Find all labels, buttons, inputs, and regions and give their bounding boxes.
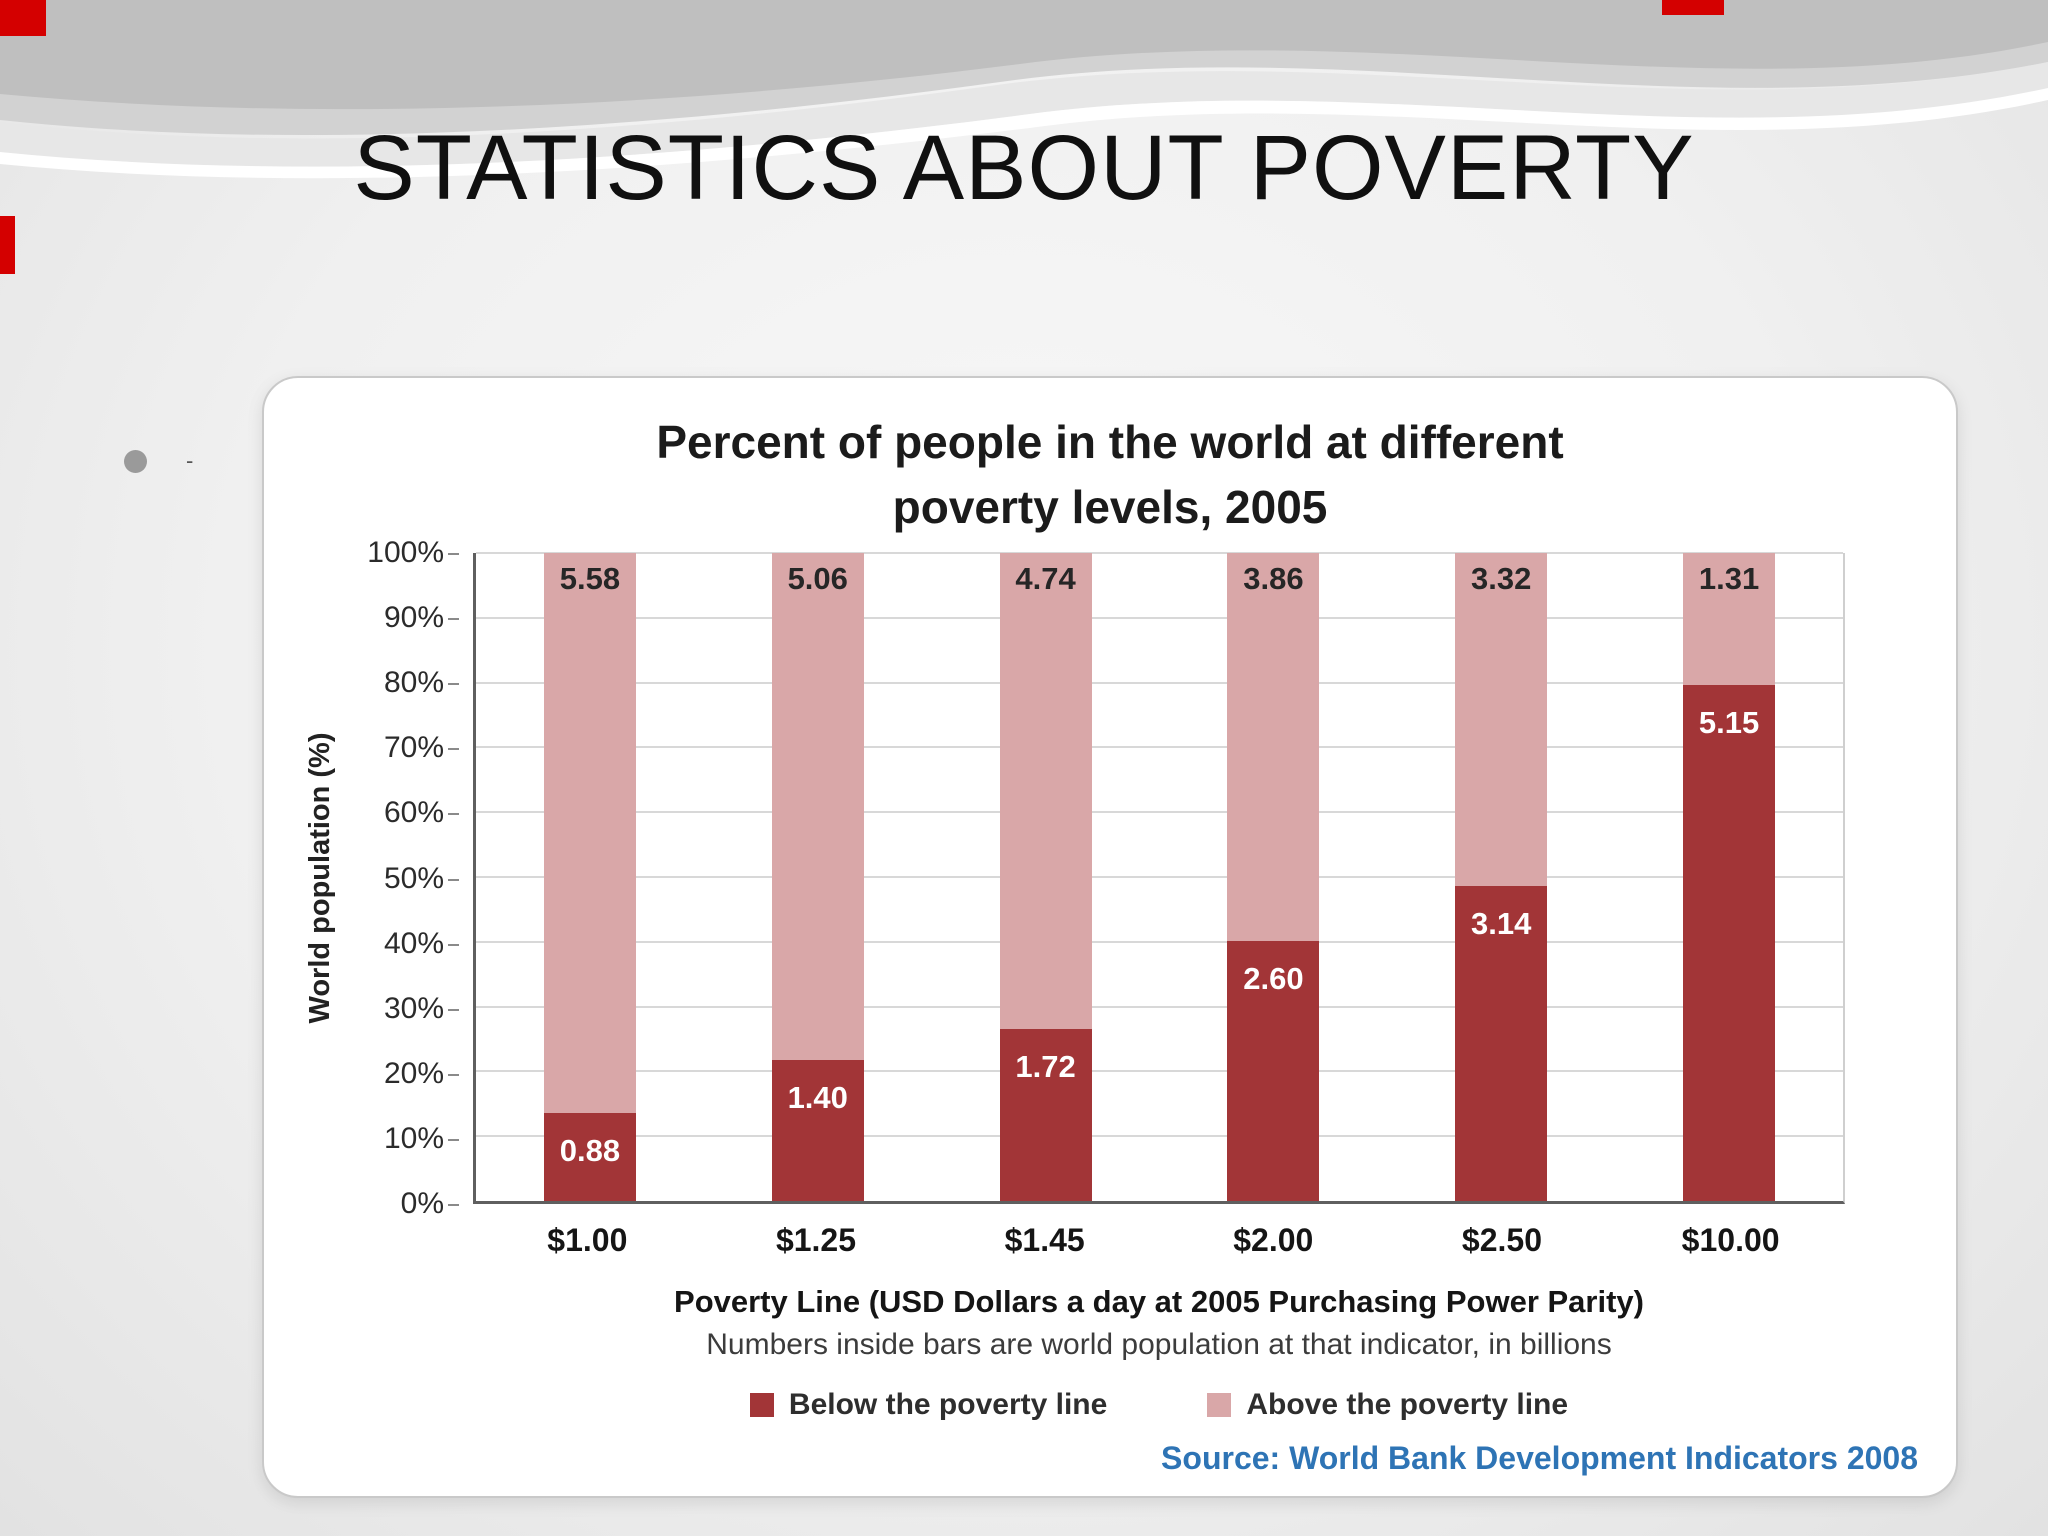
red-top-accent (1662, 0, 1724, 15)
x-tick-label: $1.45 (1004, 1222, 1085, 1258)
above-value-label: 3.32 (1471, 561, 1532, 597)
x-axis-ticks: $1.00 $1.25 $1.45 $2.00 $2.50 $10.00 (473, 1222, 1845, 1259)
below-value-label: 1.40 (787, 1080, 848, 1116)
legend: Below the poverty line Above the poverty … (473, 1388, 1845, 1422)
above-value-label: 3.86 (1243, 561, 1304, 597)
segment-above-poverty-line: 5.58 (543, 553, 636, 1113)
segment-below-poverty-line: 2.60 (1227, 940, 1320, 1201)
below-value-label: 2.60 (1243, 960, 1304, 996)
bar-usd-2.00: 3.86 2.60 (1227, 553, 1320, 1201)
y-tick-label: 30% (383, 991, 460, 1025)
gridline (476, 811, 1843, 814)
above-value-label: 5.06 (787, 561, 848, 597)
y-axis-ticks: 100% 90% 80% 70% 60% 50% 40% 30% 20% 10% 0% (264, 536, 460, 1220)
segment-below-poverty-line: 1.72 (999, 1028, 1092, 1201)
chart-card: Percent of people in the world at differ… (262, 376, 1958, 1498)
slide-title: STATISTICS ABOUT POVERTY (353, 117, 1695, 219)
segment-below-poverty-line: 3.14 (1455, 886, 1548, 1201)
y-tick-label: 60% (383, 796, 460, 830)
segment-above-poverty-line: 3.86 (1227, 553, 1320, 941)
above-value-label: 1.31 (1698, 561, 1760, 597)
bar-usd-1.45: 4.74 1.72 (999, 553, 1092, 1201)
gridline (476, 876, 1843, 878)
gridline (476, 552, 1843, 554)
gridline (476, 940, 1843, 943)
segment-below-poverty-line: 0.88 (543, 1112, 636, 1201)
legend-label: Above the poverty line (1246, 1388, 1569, 1421)
x-axis-title: Poverty Line (USD Dollars a day at 2005 … (674, 1284, 1644, 1319)
legend-label: Below the poverty line (788, 1388, 1108, 1421)
plot-area: 5.58 0.88 5.06 1.40 4.74 1.72 3.86 2.60 3.32 3.14… (473, 552, 1845, 1204)
above-value-label: 5.58 (559, 561, 621, 597)
x-tick-label: $1.00 (547, 1222, 628, 1258)
y-tick-label: 20% (383, 1056, 460, 1090)
axis-note: Numbers inside bars are world population… (706, 1328, 1612, 1361)
decorative-wave-graphic (0, 0, 2048, 179)
gridline (476, 1005, 1843, 1008)
legend-swatch-icon (749, 1393, 774, 1417)
segment-above-poverty-line: 3.32 (1455, 553, 1548, 887)
red-edge-accent (0, 216, 15, 274)
legend-item: Below the poverty line (749, 1388, 1108, 1422)
x-tick-label: $2.00 (1233, 1222, 1314, 1258)
segment-above-poverty-line: 4.74 (999, 553, 1092, 1029)
chart-title-line1: Percent of people in the world at differ… (656, 416, 1564, 468)
gridline (476, 1135, 1843, 1138)
y-tick-label: 50% (383, 861, 460, 895)
gridline (476, 746, 1843, 749)
above-value-label: 4.74 (1015, 561, 1076, 597)
y-tick-label: 10% (383, 1121, 460, 1155)
x-tick-label: $10.00 (1681, 1222, 1780, 1258)
segment-above-poverty-line: 5.06 (771, 553, 864, 1061)
gridline (476, 681, 1843, 684)
segment-below-poverty-line: 5.15 (1683, 684, 1776, 1201)
legend-swatch-icon (1207, 1393, 1232, 1417)
bar-usd-1.25: 5.06 1.40 (771, 553, 864, 1201)
segment-above-poverty-line: 1.31 (1683, 553, 1776, 685)
legend-item: Above the poverty line (1207, 1388, 1568, 1422)
red-corner-accent (0, 0, 46, 36)
chart-title-line2: poverty levels, 2005 (892, 481, 1328, 534)
below-value-label: 5.15 (1698, 704, 1760, 740)
bar-usd-2.50: 3.32 3.14 (1455, 553, 1548, 1201)
chart-title: Percent of people in the world at differ… (264, 410, 1956, 541)
y-tick-label: 80% (383, 666, 460, 700)
y-tick-label: 100% (367, 536, 459, 569)
x-tick-label: $2.50 (1461, 1222, 1542, 1258)
y-tick-label: 40% (383, 926, 460, 960)
gridline (476, 616, 1843, 619)
below-value-label: 3.14 (1471, 906, 1532, 942)
segment-below-poverty-line: 1.40 (771, 1060, 864, 1201)
y-tick-label: 0% (400, 1187, 460, 1220)
bar-usd-1.00: 5.58 0.88 (543, 553, 636, 1201)
gridline (476, 1070, 1843, 1073)
x-tick-label: $1.25 (775, 1222, 857, 1258)
bullet-text: - (186, 448, 194, 473)
y-tick-label: 70% (383, 731, 460, 765)
bar-usd-10.00: 1.31 5.15 (1683, 553, 1776, 1201)
source-text: Source: World Bank Development Indicator… (1161, 1440, 1918, 1476)
bars-container: 5.58 0.88 5.06 1.40 4.74 1.72 3.86 2.60 3.32 3.14… (476, 553, 1843, 1201)
y-tick-label: 90% (383, 601, 460, 635)
below-value-label: 1.72 (1015, 1048, 1076, 1084)
below-value-label: 0.88 (559, 1132, 621, 1168)
bullet-icon (124, 450, 147, 473)
